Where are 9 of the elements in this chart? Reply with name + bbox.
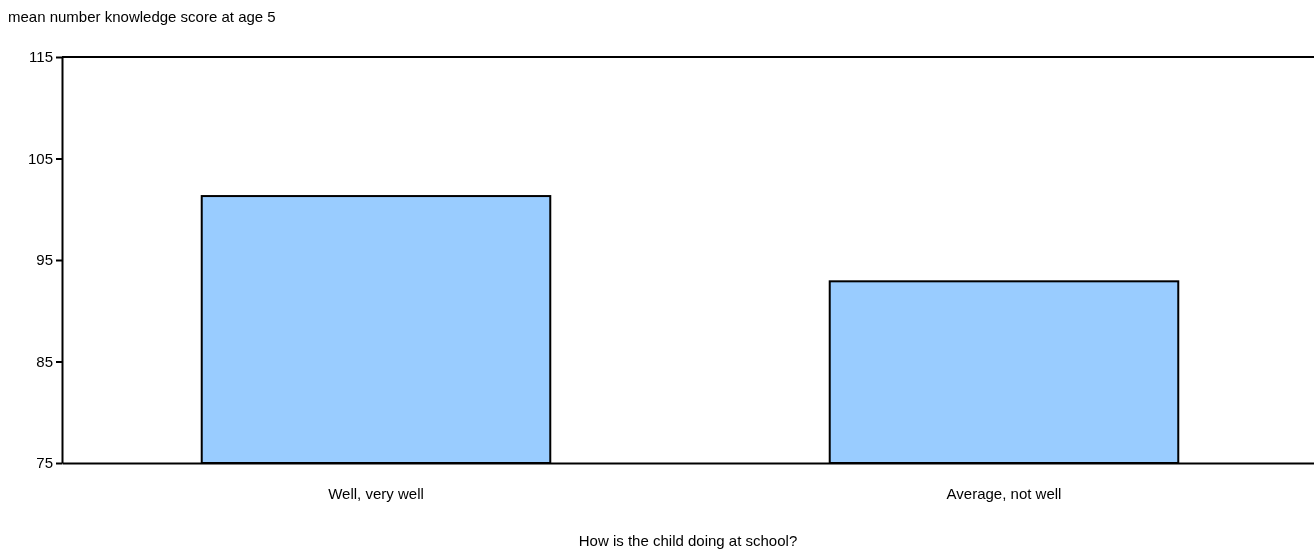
y-tick-label: 85 xyxy=(36,352,53,370)
y-axis-title: mean number knowledge score at age 5 xyxy=(8,8,276,25)
y-tick-label: 115 xyxy=(29,48,53,66)
y-tick-label: 105 xyxy=(27,149,53,167)
x-tick-label: Average, not well xyxy=(946,485,1062,502)
y-tick-label: 75 xyxy=(36,454,53,472)
x-axis-title: How is the child doing at school? xyxy=(578,532,798,549)
y-tick-label: 95 xyxy=(36,251,53,269)
x-tick-label: Well, very well xyxy=(328,485,424,502)
